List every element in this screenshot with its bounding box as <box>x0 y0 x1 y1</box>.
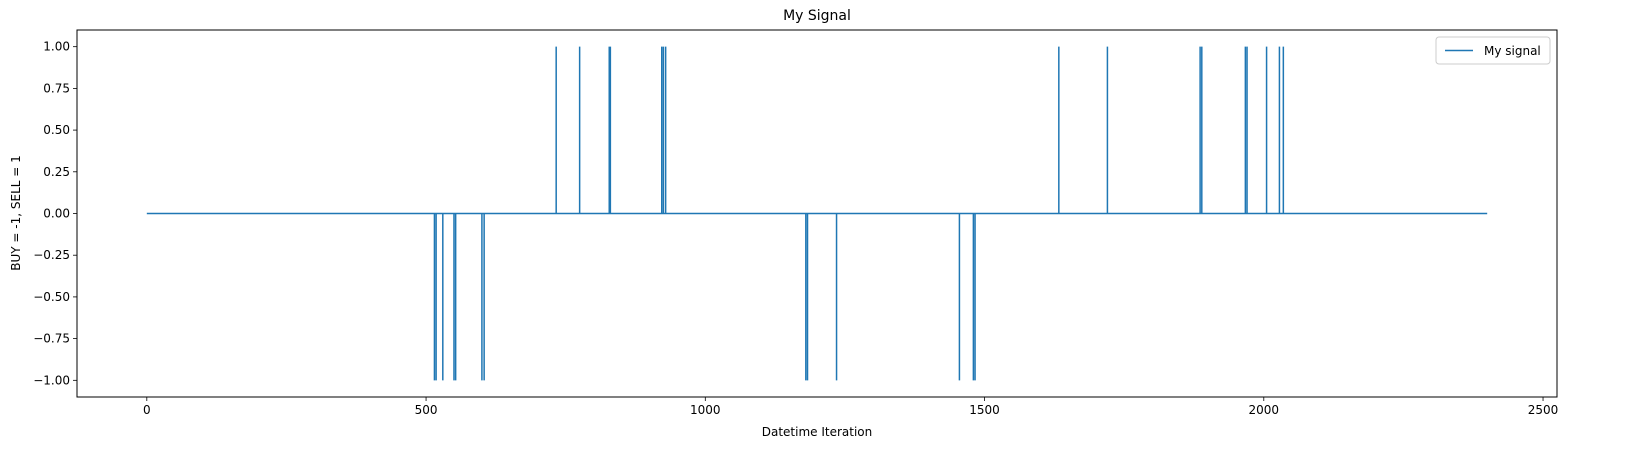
y-tick-label: 0.75 <box>43 81 70 95</box>
legend-label: My signal <box>1484 44 1541 58</box>
x-tick-label: 500 <box>415 403 438 417</box>
y-tick-label: −1.00 <box>33 373 70 387</box>
x-tick-label: 1000 <box>690 403 721 417</box>
series-layer <box>146 46 1488 381</box>
y-tick-label: 0.00 <box>43 207 70 221</box>
x-axis-label: Datetime Iteration <box>762 425 873 439</box>
x-tick-label: 1500 <box>969 403 1000 417</box>
legend: My signal <box>1435 36 1551 65</box>
x-tick-label: 2500 <box>1528 403 1559 417</box>
y-tick-label: 0.25 <box>43 165 70 179</box>
series-line-my-signal <box>146 46 1488 381</box>
y-tick-label: 1.00 <box>43 40 70 54</box>
x-tick-label: 2000 <box>1249 403 1280 417</box>
x-tick-label: 0 <box>143 403 151 417</box>
y-tick-label: −0.50 <box>33 290 70 304</box>
y-tick-label: −0.75 <box>33 332 70 346</box>
y-tick-label: −0.25 <box>33 248 70 262</box>
legend-box <box>1435 36 1551 65</box>
x-axis: 0 500 1000 1500 2000 2500 <box>143 397 1558 417</box>
chart-title: My Signal <box>783 8 851 24</box>
y-axis-label: BUY = -1, SELL = 1 <box>9 155 23 271</box>
y-tick-label: 0.50 <box>43 123 70 137</box>
y-axis: 1.00 0.75 0.50 0.25 0.00 −0.25 −0.50 −0.75 −1.00 <box>33 40 77 387</box>
